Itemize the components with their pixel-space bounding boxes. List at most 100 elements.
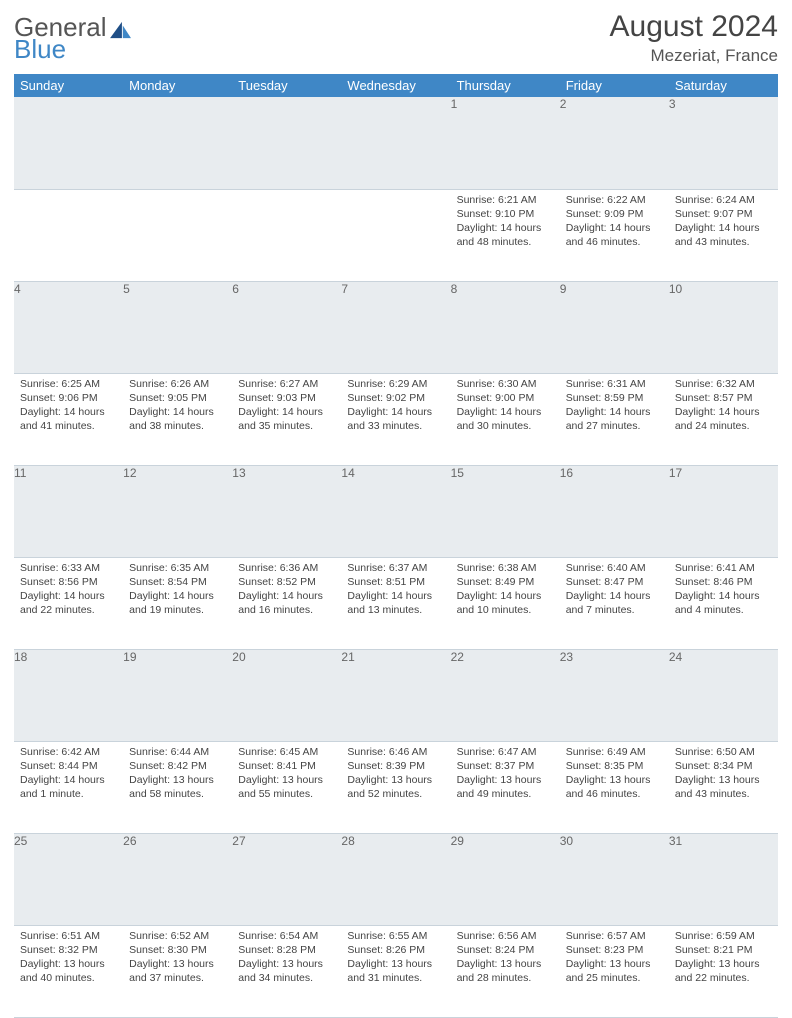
day-details: Sunrise: 6:55 AMSunset: 8:26 PMDaylight:… (341, 926, 450, 992)
day-number-cell: 30 (560, 833, 669, 925)
sunrise-line: Sunrise: 6:45 AM (238, 745, 335, 759)
day-number-cell: 1 (451, 97, 560, 189)
day-details: Sunrise: 6:27 AMSunset: 9:03 PMDaylight:… (232, 374, 341, 440)
day-details: Sunrise: 6:29 AMSunset: 9:02 PMDaylight:… (341, 374, 450, 440)
day-details: Sunrise: 6:40 AMSunset: 8:47 PMDaylight:… (560, 558, 669, 624)
daylight-line: Daylight: 14 hours and 43 minutes. (675, 221, 772, 249)
day-details: Sunrise: 6:32 AMSunset: 8:57 PMDaylight:… (669, 374, 778, 440)
sunrise-line: Sunrise: 6:27 AM (238, 377, 335, 391)
day-number-cell: 9 (560, 281, 669, 373)
day-cell: Sunrise: 6:49 AMSunset: 8:35 PMDaylight:… (560, 741, 669, 833)
day-details: Sunrise: 6:45 AMSunset: 8:41 PMDaylight:… (232, 742, 341, 808)
sunset-line: Sunset: 9:09 PM (566, 207, 663, 221)
day-number-cell: 4 (14, 281, 123, 373)
day-number-cell: 11 (14, 465, 123, 557)
day-number-cell: 13 (232, 465, 341, 557)
day-cell: Sunrise: 6:29 AMSunset: 9:02 PMDaylight:… (341, 373, 450, 465)
sunrise-line: Sunrise: 6:31 AM (566, 377, 663, 391)
day-details: Sunrise: 6:26 AMSunset: 9:05 PMDaylight:… (123, 374, 232, 440)
day-number-cell (14, 97, 123, 189)
sunrise-line: Sunrise: 6:33 AM (20, 561, 117, 575)
sunrise-line: Sunrise: 6:30 AM (457, 377, 554, 391)
day-number-cell: 20 (232, 649, 341, 741)
day-cell (341, 189, 450, 281)
day-number-row: 25262728293031 (14, 833, 778, 925)
sunset-line: Sunset: 9:00 PM (457, 391, 554, 405)
sunset-line: Sunset: 9:10 PM (457, 207, 554, 221)
sunset-line: Sunset: 8:51 PM (347, 575, 444, 589)
sunset-line: Sunset: 8:35 PM (566, 759, 663, 773)
day-number-cell: 15 (451, 465, 560, 557)
day-details: Sunrise: 6:47 AMSunset: 8:37 PMDaylight:… (451, 742, 560, 808)
day-number-cell: 2 (560, 97, 669, 189)
day-cell: Sunrise: 6:46 AMSunset: 8:39 PMDaylight:… (341, 741, 450, 833)
day-details: Sunrise: 6:51 AMSunset: 8:32 PMDaylight:… (14, 926, 123, 992)
day-details: Sunrise: 6:46 AMSunset: 8:39 PMDaylight:… (341, 742, 450, 808)
day-number-cell: 21 (341, 649, 450, 741)
sunrise-line: Sunrise: 6:49 AM (566, 745, 663, 759)
day-number-cell (123, 97, 232, 189)
sunrise-line: Sunrise: 6:37 AM (347, 561, 444, 575)
sunset-line: Sunset: 8:23 PM (566, 943, 663, 957)
week-row: Sunrise: 6:25 AMSunset: 9:06 PM Daylight:… (14, 373, 778, 465)
sunrise-line: Sunrise: 6:25 AM (20, 377, 117, 391)
day-header: Thursday (451, 74, 560, 97)
day-details: Sunrise: 6:54 AMSunset: 8:28 PMDaylight:… (232, 926, 341, 992)
daylight-line: Daylight: 14 hours and 35 minutes. (238, 405, 335, 433)
day-number-cell: 10 (669, 281, 778, 373)
day-cell: Sunrise: 6:35 AMSunset: 8:54 PMDaylight:… (123, 557, 232, 649)
day-cell: Sunrise: 6:44 AMSunset: 8:42 PMDaylight:… (123, 741, 232, 833)
sunrise-line: Sunrise: 6:54 AM (238, 929, 335, 943)
day-cell: Sunrise: 6:38 AMSunset: 8:49 PMDaylight:… (451, 557, 560, 649)
sunrise-line: Sunrise: 6:57 AM (566, 929, 663, 943)
day-number-cell: 18 (14, 649, 123, 741)
daylight-line: Daylight: 13 hours and 31 minutes. (347, 957, 444, 985)
day-cell: Sunrise: 6:47 AMSunset: 8:37 PMDaylight:… (451, 741, 560, 833)
day-details: Sunrise: 6:52 AMSunset: 8:30 PMDaylight:… (123, 926, 232, 992)
day-cell (232, 189, 341, 281)
day-number-cell: 25 (14, 833, 123, 925)
day-details: Sunrise: 6:57 AMSunset: 8:23 PMDaylight:… (560, 926, 669, 992)
logo-word-blue: Blue (14, 36, 134, 62)
sunset-line: Sunset: 8:47 PM (566, 575, 663, 589)
sunrise-line: Sunrise: 6:46 AM (347, 745, 444, 759)
sunset-line: Sunset: 8:57 PM (675, 391, 772, 405)
day-number-cell: 7 (341, 281, 450, 373)
sunset-line: Sunset: 8:30 PM (129, 943, 226, 957)
day-number-cell (341, 97, 450, 189)
day-cell: Sunrise: 6:50 AMSunset: 8:34 PMDaylight:… (669, 741, 778, 833)
day-cell: Sunrise: 6:32 AMSunset: 8:57 PMDaylight:… (669, 373, 778, 465)
sunset-line: Sunset: 8:46 PM (675, 575, 772, 589)
day-cell (123, 189, 232, 281)
day-cell: Sunrise: 6:41 AMSunset: 8:46 PMDaylight:… (669, 557, 778, 649)
sunset-line: Sunset: 8:54 PM (129, 575, 226, 589)
day-details: Sunrise: 6:49 AMSunset: 8:35 PMDaylight:… (560, 742, 669, 808)
day-cell: Sunrise: 6:33 AMSunset: 8:56 PMDaylight:… (14, 557, 123, 649)
daylight-line: Daylight: 13 hours and 25 minutes. (566, 957, 663, 985)
day-cell: Sunrise: 6:21 AMSunset: 9:10 PMDaylight:… (451, 189, 560, 281)
day-cell: Sunrise: 6:40 AMSunset: 8:47 PMDaylight:… (560, 557, 669, 649)
daylight-line: Daylight: 14 hours and 24 minutes. (675, 405, 772, 433)
sunset-line: Sunset: 8:32 PM (20, 943, 117, 957)
sunset-line: Sunset: 9:06 PM (20, 391, 117, 405)
day-header-row: Sunday Monday Tuesday Wednesday Thursday… (14, 74, 778, 97)
day-number-cell: 6 (232, 281, 341, 373)
day-number-cell: 14 (341, 465, 450, 557)
day-number-cell: 26 (123, 833, 232, 925)
day-cell: Sunrise: 6:24 AMSunset: 9:07 PMDaylight:… (669, 189, 778, 281)
sunset-line: Sunset: 8:42 PM (129, 759, 226, 773)
sunrise-line: Sunrise: 6:52 AM (129, 929, 226, 943)
sunrise-line: Sunrise: 6:51 AM (20, 929, 117, 943)
sunrise-line: Sunrise: 6:21 AM (457, 193, 554, 207)
month-title: August 2024 (610, 10, 778, 44)
day-number-cell: 24 (669, 649, 778, 741)
sunrise-line: Sunrise: 6:22 AM (566, 193, 663, 207)
week-row: Sunrise: 6:51 AMSunset: 8:32 PM Daylight:… (14, 925, 778, 1017)
daylight-line: Daylight: 13 hours and 55 minutes. (238, 773, 335, 801)
day-details: Sunrise: 6:56 AMSunset: 8:24 PMDaylight:… (451, 926, 560, 992)
sunrise-line: Sunrise: 6:50 AM (675, 745, 772, 759)
sunrise-line: Sunrise: 6:38 AM (457, 561, 554, 575)
daylight-line: Daylight: 13 hours and 34 minutes. (238, 957, 335, 985)
daylight-line: Daylight: 13 hours and 46 minutes. (566, 773, 663, 801)
day-details: Sunrise: 6:59 AMSunset: 8:21 PMDaylight:… (669, 926, 778, 992)
